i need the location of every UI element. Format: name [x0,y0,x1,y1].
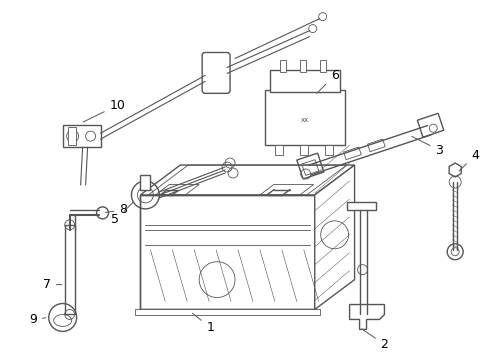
Bar [367,139,385,152]
Bar [343,147,361,160]
Polygon shape [135,310,319,315]
Text: xx: xx [300,117,308,123]
Polygon shape [140,195,314,310]
Bar [140,195,314,310]
Text: 7: 7 [42,278,62,291]
Bar [319,60,325,72]
Bar [299,60,305,72]
Polygon shape [140,165,354,195]
Polygon shape [346,202,376,210]
Text: 6: 6 [316,69,338,93]
Text: 1: 1 [192,313,214,334]
Text: 2: 2 [361,329,387,351]
Text: 3: 3 [411,136,442,157]
Bar [324,145,332,155]
Bar [296,153,323,179]
Text: 5: 5 [111,202,133,226]
Bar [67,127,76,145]
Bar [274,145,282,155]
Bar [264,90,344,145]
Text: 4: 4 [458,149,478,171]
Text: 8: 8 [105,203,127,216]
Polygon shape [448,163,460,177]
Polygon shape [349,305,384,329]
Bar [299,145,307,155]
Bar [64,225,75,315]
Polygon shape [314,165,354,310]
Bar [140,175,150,190]
Bar [301,159,318,175]
Bar [62,125,101,147]
Text: 9: 9 [29,313,46,326]
Bar [269,71,339,92]
Text: 10: 10 [83,99,125,122]
Bar [279,60,285,72]
Bar [416,113,443,137]
